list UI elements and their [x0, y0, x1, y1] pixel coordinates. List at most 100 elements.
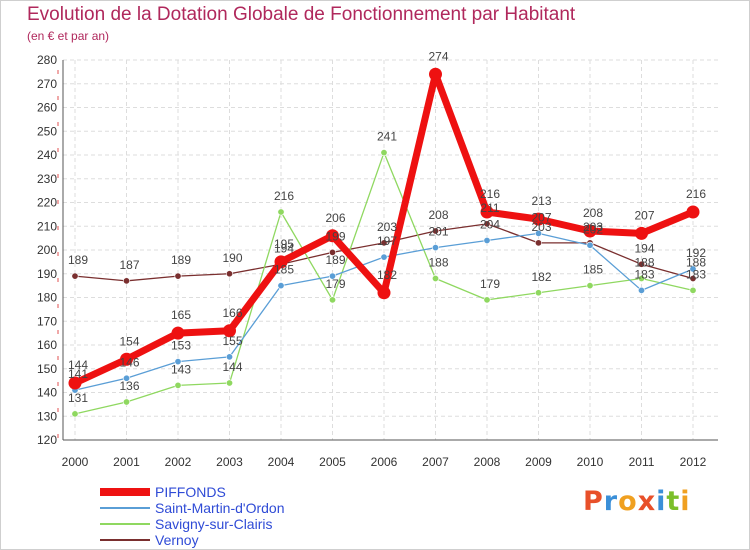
y-tick-label: 230 — [37, 172, 57, 186]
data-label-vernoy: 199 — [325, 229, 345, 243]
data-label-piffonds: 166 — [222, 306, 242, 320]
legend-swatch-savigny-sur-clairis — [100, 523, 150, 525]
x-tick-label: 2004 — [268, 455, 295, 469]
data-label-vernoy: 188 — [686, 256, 706, 270]
data-label-saint-martin-d-ordon: 153 — [171, 339, 191, 353]
data-label-savigny-sur-clairis: 183 — [686, 267, 706, 281]
data-point-vernoy — [174, 272, 182, 280]
data-point-vernoy — [637, 260, 645, 268]
x-tick-label: 2001 — [113, 455, 140, 469]
data-label-vernoy: 194 — [274, 241, 294, 255]
data-point-savigny-sur-clairis — [534, 289, 542, 297]
data-point-savigny-sur-clairis — [689, 286, 697, 294]
data-point-piffonds — [635, 226, 648, 240]
x-tick-label: 2011 — [629, 455, 655, 469]
data-label-savigny-sur-clairis: 131 — [68, 391, 88, 405]
y-tick-label: 210 — [37, 219, 57, 233]
data-point-savigny-sur-clairis — [637, 274, 645, 282]
data-label-saint-martin-d-ordon: 141 — [68, 367, 88, 381]
data-point-savigny-sur-clairis — [71, 410, 79, 418]
logo-letter: x — [637, 486, 657, 517]
y-tick-label: 240 — [37, 148, 57, 162]
data-label-saint-martin-d-ordon: 202 — [583, 222, 603, 236]
y-tick-label: 270 — [37, 77, 57, 91]
data-point-saint-martin-d-ordon — [226, 353, 234, 361]
logo-letter: o — [618, 486, 638, 517]
data-label-vernoy: 208 — [428, 208, 448, 222]
x-tick-label: 2012 — [680, 455, 707, 469]
data-point-saint-martin-d-ordon — [483, 237, 491, 245]
data-label-piffonds: 195 — [274, 237, 294, 251]
data-point-vernoy — [431, 227, 439, 235]
data-label-saint-martin-d-ordon: 207 — [531, 210, 551, 224]
data-point-saint-martin-d-ordon — [277, 282, 285, 290]
data-label-saint-martin-d-ordon: 185 — [274, 263, 294, 277]
chart-subtitle: (en € et par an) — [27, 29, 110, 43]
data-label-saint-martin-d-ordon: 183 — [634, 267, 654, 281]
logo-letter: r — [603, 486, 619, 517]
legend-label-piffonds: PIFFONDS — [155, 484, 226, 500]
legend-label-saint-martin-d-ordon: Saint-Martin-d'Ordon — [155, 500, 285, 516]
legend-swatch-saint-martin-d-ordon — [100, 507, 150, 509]
data-point-saint-martin-d-ordon — [328, 272, 336, 280]
data-point-vernoy — [123, 277, 131, 285]
y-tick-label: 150 — [37, 362, 57, 376]
x-tick-label: 2006 — [371, 455, 398, 469]
data-point-vernoy — [71, 272, 79, 280]
x-tick-label: 2007 — [422, 455, 449, 469]
data-label-savigny-sur-clairis: 143 — [171, 362, 191, 376]
data-label-saint-martin-d-ordon: 204 — [480, 218, 500, 232]
data-point-savigny-sur-clairis — [483, 296, 491, 304]
data-point-vernoy — [483, 220, 491, 228]
data-point-savigny-sur-clairis — [328, 296, 336, 304]
data-label-piffonds: 207 — [634, 208, 654, 222]
y-tick-label: 200 — [37, 243, 57, 257]
data-label-vernoy: 189 — [68, 253, 88, 267]
data-point-savigny-sur-clairis — [586, 282, 594, 290]
data-label-savigny-sur-clairis: 136 — [119, 379, 139, 393]
data-label-vernoy: 203 — [531, 220, 551, 234]
data-point-piffonds — [326, 229, 339, 243]
data-label-piffonds: 154 — [119, 334, 139, 348]
y-tick-label: 280 — [37, 53, 57, 67]
data-label-piffonds: 165 — [171, 308, 191, 322]
legend-swatch-vernoy — [100, 539, 150, 541]
data-point-piffonds — [68, 376, 82, 390]
y-tick-label: 250 — [37, 124, 57, 138]
data-label-saint-martin-d-ordon: 146 — [119, 355, 139, 369]
data-point-savigny-sur-clairis — [380, 149, 388, 157]
data-label-vernoy: 211 — [480, 201, 499, 215]
data-point-saint-martin-d-ordon — [637, 286, 645, 294]
data-point-saint-martin-d-ordon — [174, 358, 182, 366]
data-point-piffonds — [171, 326, 185, 340]
data-point-saint-martin-d-ordon — [380, 253, 388, 261]
x-tick-label: 2005 — [319, 455, 346, 469]
y-tick-label: 170 — [37, 314, 57, 328]
chart-title: Evolution de la Dotation Globale de Fonc… — [27, 4, 576, 25]
data-point-piffonds — [686, 205, 700, 219]
y-tick-label: 160 — [37, 338, 57, 352]
logo-letter: i — [680, 486, 691, 517]
legend-swatch-piffonds — [100, 488, 150, 496]
y-tick-label: 120 — [37, 433, 57, 447]
data-point-saint-martin-d-ordon — [534, 229, 542, 237]
data-label-savigny-sur-clairis: 216 — [274, 189, 294, 203]
x-tick-label: 2003 — [216, 455, 243, 469]
line-chart: 120 130 140 150 160 170 180 190 200 210 220 230 240 2… — [37, 49, 718, 469]
data-point-piffonds — [583, 224, 597, 238]
y-tick-label: 180 — [37, 291, 57, 305]
data-label-piffonds: 208 — [583, 206, 603, 220]
data-label-vernoy: 189 — [171, 253, 191, 267]
x-tick-label: 2010 — [577, 455, 604, 469]
data-label-piffonds: 182 — [377, 268, 397, 282]
data-label-saint-martin-d-ordon: 155 — [222, 334, 242, 348]
data-label-saint-martin-d-ordon: 189 — [325, 253, 345, 267]
data-point-piffonds — [429, 67, 442, 81]
data-point-saint-martin-d-ordon — [123, 374, 131, 382]
data-point-piffonds — [480, 205, 494, 219]
data-label-savigny-sur-clairis: 179 — [480, 277, 500, 291]
data-point-saint-martin-d-ordon — [586, 241, 594, 249]
data-point-vernoy — [226, 270, 234, 278]
data-point-piffonds — [274, 255, 288, 269]
